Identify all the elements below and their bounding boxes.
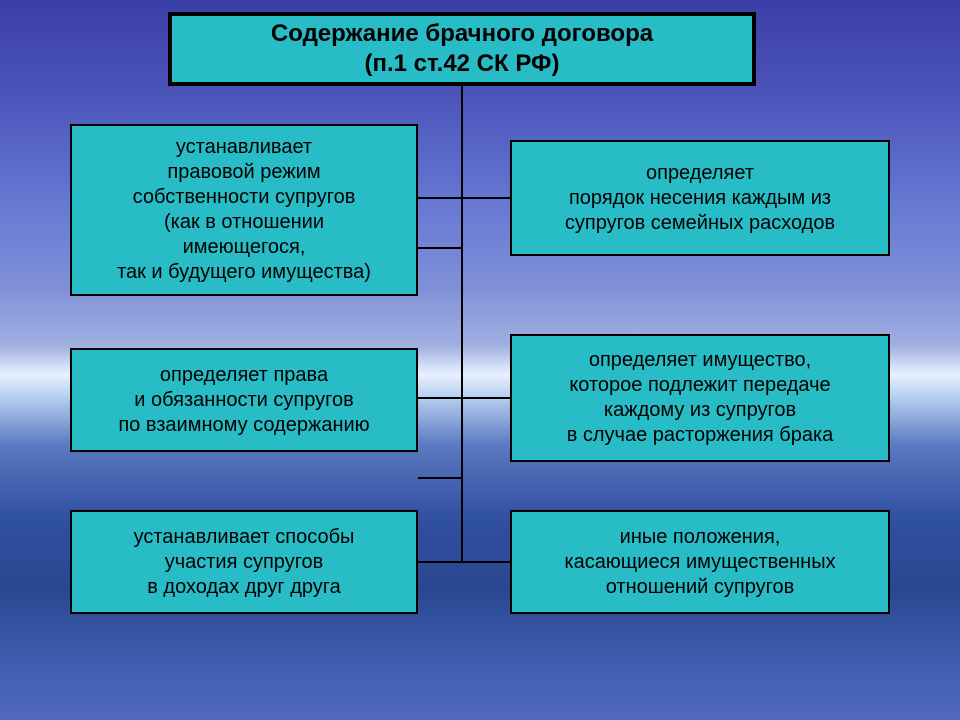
right-box-3-text: иные положения, касающиеся имущественных…: [564, 525, 835, 600]
left-box-3: устанавливает способы участия супругов в…: [70, 510, 418, 614]
right-box-1-text: определяет порядок несения каждым из суп…: [565, 161, 835, 236]
right-box-2-text: определяет имущество, которое подлежит п…: [567, 348, 834, 448]
left-box-3-text: устанавливает способы участия супругов в…: [134, 525, 355, 600]
right-box-3: иные положения, касающиеся имущественных…: [510, 510, 890, 614]
diagram-title-box: Содержание брачного договора (п.1 ст.42 …: [168, 12, 756, 86]
diagram-title-text: Содержание брачного договора (п.1 ст.42 …: [271, 19, 653, 79]
left-box-1-text: устанавливает правовой режим собственнос…: [117, 135, 371, 285]
left-box-1: устанавливает правовой режим собственнос…: [70, 124, 418, 296]
right-box-2: определяет имущество, которое подлежит п…: [510, 334, 890, 462]
right-box-1: определяет порядок несения каждым из суп…: [510, 140, 890, 256]
left-box-2: определяет права и обязанности супругов …: [70, 348, 418, 452]
left-box-2-text: определяет права и обязанности супругов …: [118, 363, 369, 438]
